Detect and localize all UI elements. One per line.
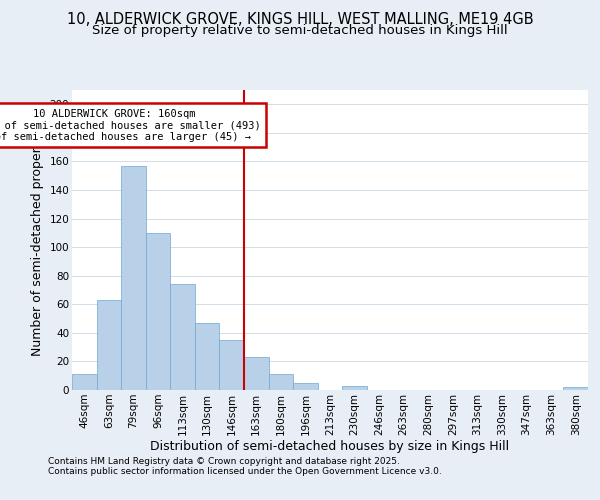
Text: 10 ALDERWICK GROVE: 160sqm
← 91% of semi-detached houses are smaller (493)
8% of: 10 ALDERWICK GROVE: 160sqm ← 91% of semi… xyxy=(0,108,260,142)
X-axis label: Distribution of semi-detached houses by size in Kings Hill: Distribution of semi-detached houses by … xyxy=(151,440,509,454)
Text: Contains public sector information licensed under the Open Government Licence v3: Contains public sector information licen… xyxy=(48,468,442,476)
Y-axis label: Number of semi-detached properties: Number of semi-detached properties xyxy=(31,124,44,356)
Text: Size of property relative to semi-detached houses in Kings Hill: Size of property relative to semi-detach… xyxy=(92,24,508,37)
Text: 10, ALDERWICK GROVE, KINGS HILL, WEST MALLING, ME19 4GB: 10, ALDERWICK GROVE, KINGS HILL, WEST MA… xyxy=(67,12,533,28)
Bar xyxy=(170,284,195,390)
Bar xyxy=(72,374,97,390)
Bar xyxy=(269,374,293,390)
Bar xyxy=(195,323,220,390)
Bar xyxy=(220,340,244,390)
Bar xyxy=(563,387,588,390)
Bar xyxy=(121,166,146,390)
Text: Contains HM Land Registry data © Crown copyright and database right 2025.: Contains HM Land Registry data © Crown c… xyxy=(48,458,400,466)
Bar xyxy=(97,300,121,390)
Bar xyxy=(244,357,269,390)
Bar xyxy=(342,386,367,390)
Bar xyxy=(293,383,318,390)
Bar xyxy=(146,233,170,390)
